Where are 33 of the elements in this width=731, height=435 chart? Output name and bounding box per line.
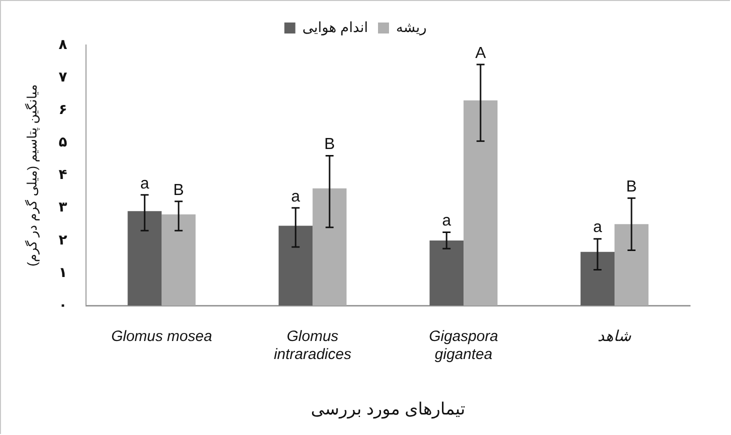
data-label: B [324, 136, 335, 154]
data-label: a [140, 175, 150, 192]
y-tick-label: ۷ [58, 68, 68, 84]
legend-label: اندام هوایی [302, 18, 368, 36]
y-axis-title: میانگین پتاسیم (میلی گرم در گرم) [24, 84, 40, 266]
bar [464, 100, 498, 306]
y-tick-label: ۸ [58, 36, 68, 52]
bar [128, 211, 162, 306]
bar [312, 188, 347, 306]
bar [162, 214, 196, 306]
x-tick-label: Glomus intraradices [274, 328, 352, 363]
legend-label: ریشه [396, 18, 427, 36]
bar [614, 224, 648, 306]
data-label: B [626, 178, 637, 196]
x-tick-label: Glomus mosea [111, 328, 212, 345]
x-tick-label: شاهد [598, 328, 632, 345]
x-tick-label: Gigaspora gigantea [428, 328, 498, 363]
y-tick-label: ۴ [58, 166, 68, 182]
y-tick-label: ۶ [58, 101, 68, 118]
data-label: B [173, 182, 184, 199]
y-tick-label: ۵ [58, 134, 68, 150]
bar [430, 240, 464, 306]
y-tick-label: ۰ [58, 296, 68, 312]
x-axis-title: تیمارهای مورد بررسی [310, 399, 466, 420]
bar [278, 226, 313, 306]
data-label: A [475, 44, 486, 62]
y-tick-label: ۳ [58, 198, 68, 215]
data-label: a [291, 188, 300, 206]
bar [580, 252, 615, 306]
data-label: a [593, 219, 602, 236]
y-tick-label: ۱ [58, 264, 68, 280]
y-tick-label: ۲ [58, 231, 68, 248]
data-label: a [442, 212, 452, 230]
